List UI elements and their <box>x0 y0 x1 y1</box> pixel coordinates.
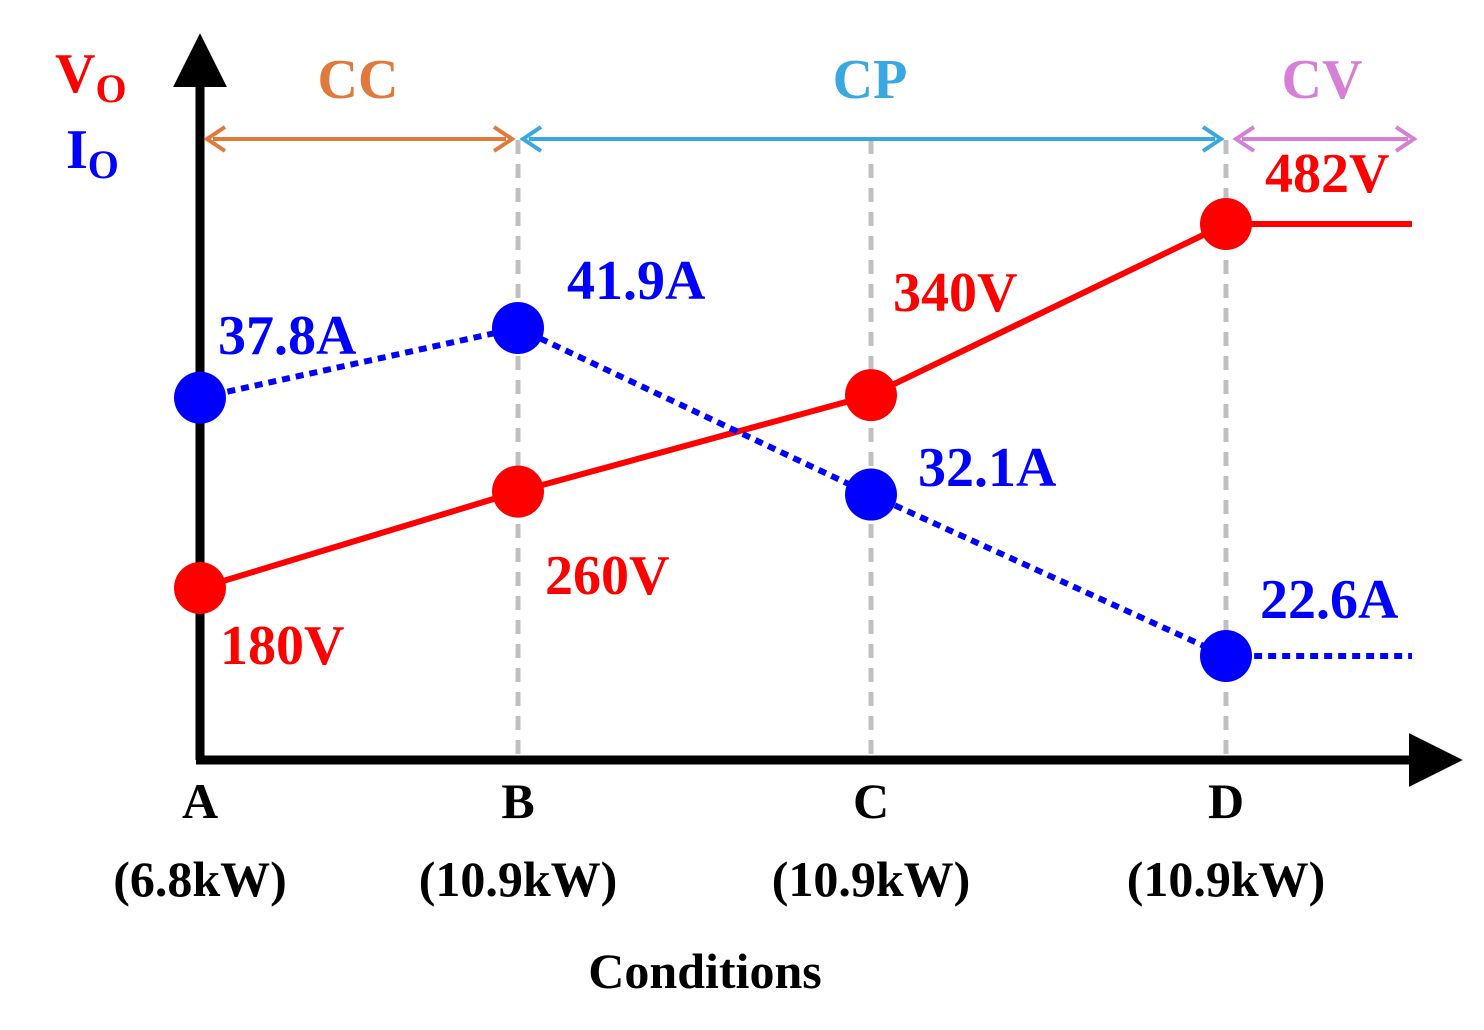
region-label-cp: CP <box>833 49 908 111</box>
region-arrowhead-right-cv <box>1394 125 1418 153</box>
point-vo-c <box>845 369 897 422</box>
series-line-vo <box>199 221 1412 591</box>
data-label-vo-c: 340V <box>893 262 1017 324</box>
data-label-vo-b: 260V <box>545 545 669 607</box>
x-tick-power-c: (10.9kW) <box>772 851 971 907</box>
point-vo-a <box>174 562 226 614</box>
mode-regions: CC CP CV <box>203 49 1418 153</box>
data-label-io-a: 37.8A <box>218 305 357 367</box>
data-label-io-b: 41.9A <box>567 250 706 312</box>
region-arrowhead-right-cc <box>492 125 516 153</box>
region-label-cv: CV <box>1282 49 1363 111</box>
x-tick-labels: A (6.8kW) B (10.9kW) C (10.9kW) D (10.9kW) <box>113 773 1325 907</box>
y-label-current-sub: O <box>88 142 119 187</box>
x-tick-letter-c: C <box>853 773 889 829</box>
x-tick-letter-a: A <box>182 773 218 829</box>
x-tick-letter-b: B <box>501 773 534 829</box>
point-io-d <box>1200 630 1252 682</box>
data-label-vo-a: 180V <box>220 615 344 677</box>
axes <box>173 33 1463 787</box>
region-arrowhead-right-cp <box>1201 125 1225 153</box>
point-vo-b <box>492 465 544 518</box>
data-label-io-d: 22.6A <box>1260 569 1399 631</box>
data-label-io-c: 32.1A <box>918 437 1057 499</box>
region-label-cc: CC <box>318 49 399 111</box>
vertical-guide-lines <box>515 140 1229 760</box>
data-labels: 180V 260V 340V 482V 37.8A 41.9A 32.1A 22.6A <box>218 143 1399 677</box>
x-tick-power-d: (10.9kW) <box>1127 851 1326 907</box>
point-io-a <box>174 371 226 424</box>
region-arrowhead-left-cc <box>203 125 227 153</box>
x-tick-power-a: (6.8kW) <box>113 851 287 907</box>
x-tick-letter-d: D <box>1208 773 1244 829</box>
data-label-vo-d: 482V <box>1265 143 1389 205</box>
x-tick-power-b: (10.9kW) <box>419 851 618 907</box>
y-label-voltage-main: V <box>55 43 95 105</box>
series-lines <box>199 221 1412 659</box>
point-vo-d <box>1200 198 1252 250</box>
region-arrowhead-left-cp <box>519 125 543 153</box>
y-label-current: IO <box>66 119 119 187</box>
point-io-b <box>492 302 544 354</box>
series-points <box>174 198 1252 682</box>
y-label-voltage: VO <box>55 43 127 111</box>
y-label-current-main: I <box>66 119 88 181</box>
x-axis-title: Conditions <box>588 943 821 999</box>
series-line-io <box>199 324 1412 659</box>
point-io-c <box>845 468 897 521</box>
region-arrowhead-left-cv <box>1232 125 1256 153</box>
y-label-voltage-sub: O <box>95 66 126 111</box>
